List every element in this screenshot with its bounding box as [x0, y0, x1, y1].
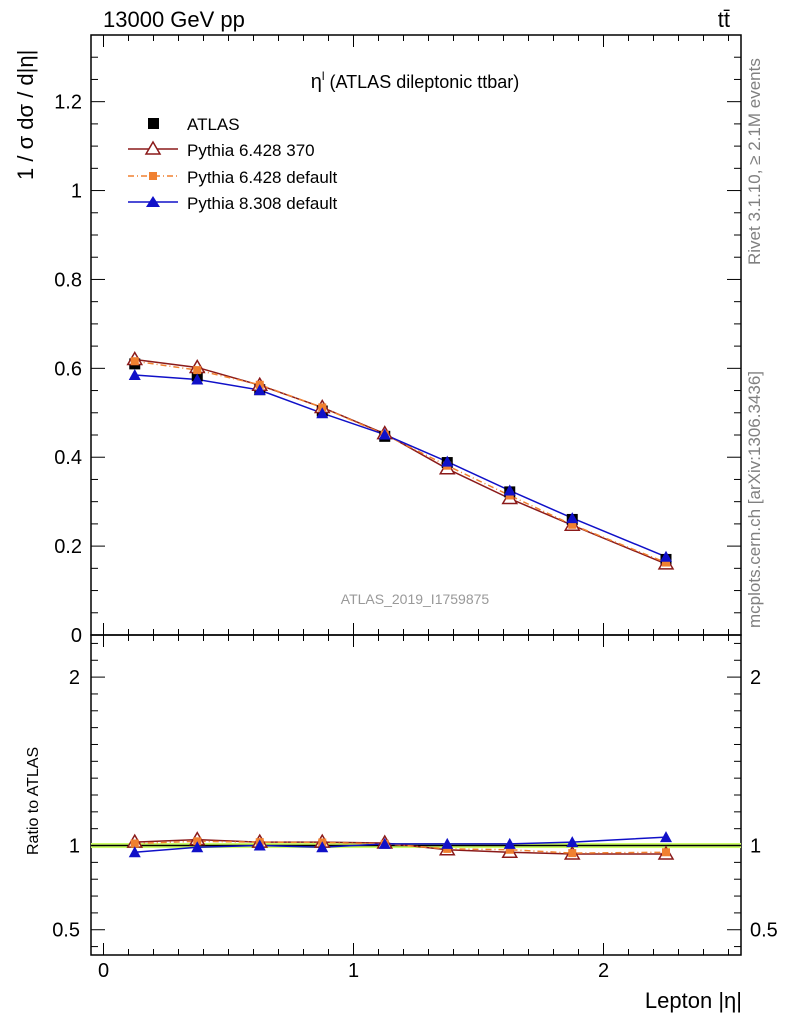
main-series-line-3 — [134, 374, 667, 558]
legend: ATLAS Pythia 6.428 370 Pythia 6.428 defa… — [128, 115, 338, 213]
ratio-series-2-point — [441, 837, 454, 849]
legend-entry-pythia6-370: Pythia 6.428 370 — [128, 140, 315, 160]
legend-label-pythia6-370: Pythia 6.428 370 — [187, 141, 315, 160]
main-y-tick-label: 1.2 — [54, 92, 82, 114]
ratio-series-1-point — [662, 848, 670, 857]
process-label: tt̄ — [718, 7, 730, 32]
main-series-2-point — [662, 558, 670, 567]
axes-layer: 0 1 2 0 0.2 0.4 0.6 0.8 1 1.2 0.5 0.5 1 1 2 2 — [52, 34, 778, 982]
main-series-3-point — [503, 484, 516, 496]
legend-entry-pythia8-default: Pythia 8.308 default — [128, 194, 338, 213]
title-suffix: (ATLAS dileptonic ttbar) — [325, 72, 520, 92]
x-tick-label: 2 — [598, 960, 609, 982]
ratio-y-tick-label-right: 1 — [750, 836, 761, 858]
main-series-2-point — [130, 357, 139, 366]
ratio-series-2-point — [128, 846, 141, 858]
ratio-y-tick-label-right: 2 — [750, 667, 761, 689]
main-series-3-point — [441, 455, 454, 467]
main-series-3-point — [253, 384, 266, 396]
series-layer — [126, 350, 675, 860]
legend-label-pythia8-default: Pythia 8.308 default — [187, 194, 338, 213]
legend-entry-pythia6-default: Pythia 6.428 default — [128, 168, 338, 187]
ratio-series-1-point — [505, 845, 514, 854]
main-title: ηl (ATLAS dileptonic ttbar) — [311, 69, 520, 93]
ratio-series-1-point — [443, 844, 452, 853]
ratio-y-tick-label-left: 0.5 — [52, 920, 80, 942]
ratio-series-2-point — [660, 831, 672, 843]
legend-entry-atlas: ATLAS — [148, 115, 240, 134]
energy-label: 13000 GeV pp — [103, 7, 245, 32]
main-series-2-point — [193, 366, 202, 375]
ratio-series-2-point — [316, 841, 329, 853]
main-y-tick-label: 0.2 — [54, 536, 82, 558]
main-series-3-point — [191, 373, 204, 385]
main-series-line-1 — [134, 358, 667, 565]
ratio-y-axis-label: Ratio to ATLAS — [25, 747, 42, 855]
main-y-tick-label: 0.6 — [54, 358, 82, 380]
ratio-series-2-point — [503, 837, 516, 849]
analysis-watermark: ATLAS_2019_I1759875 — [341, 591, 490, 607]
x-axis-label: Lepton |η| — [645, 988, 742, 1013]
main-y-tick-label: 0 — [71, 625, 82, 647]
main-series-3-point — [378, 428, 391, 440]
legend-marker-pythia6-370 — [144, 140, 162, 155]
legend-label-atlas: ATLAS — [187, 115, 240, 134]
legend-label-pythia6-default: Pythia 6.428 default — [187, 168, 338, 187]
main-series-3-point — [316, 407, 329, 419]
ratio-series-2-point — [378, 837, 391, 849]
mcplots-label: mcplots.cern.ch [arXiv:1306.3436] — [745, 371, 764, 628]
legend-marker-pythia8-default — [146, 196, 160, 207]
rivet-version-label: Rivet 3.1.10, ≥ 2.1M events — [745, 58, 764, 265]
title-eta: η — [311, 71, 322, 93]
main-series-3-point — [128, 369, 141, 380]
legend-marker-pythia6-default — [149, 172, 157, 180]
ratio-series-2-point — [253, 839, 266, 851]
legend-marker-atlas — [148, 118, 159, 129]
main-series-line-2 — [134, 360, 667, 564]
main-y-tick-label: 0.4 — [54, 447, 82, 469]
ratio-y-tick-label-left: 1 — [69, 836, 80, 858]
ratio-y-tick-label-right: 0.5 — [750, 920, 778, 942]
ratio-y-tick-label-left: 2 — [69, 667, 80, 689]
main-y-tick-label: 1 — [71, 181, 82, 203]
x-tick-label: 0 — [98, 960, 109, 982]
main-y-axis-label: 1 / σ dσ / d|η| — [13, 50, 38, 180]
main-series-3-point — [566, 512, 579, 524]
main-series-3-point — [660, 550, 672, 562]
ratio-plot-frame — [90, 634, 742, 956]
title-superscript: l — [322, 69, 325, 83]
ratio-series-2-point — [191, 841, 204, 853]
ratio-series-1-point — [568, 849, 577, 858]
main-y-tick-label: 0.8 — [54, 269, 82, 291]
ratio-series-1-point — [130, 839, 139, 848]
ratio-series-2-point — [566, 836, 579, 848]
main-series-2-point — [568, 520, 577, 529]
x-tick-label: 1 — [348, 960, 359, 982]
